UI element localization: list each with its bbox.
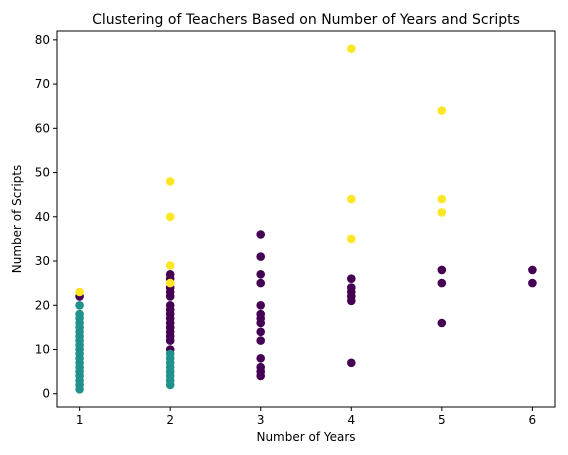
data-point-cluster-2-1 [165, 177, 175, 186]
chart-title: Clustering of Teachers Based on Number o… [92, 12, 520, 28]
x-tick-label: 3 [257, 413, 265, 427]
data-point-cluster-2-8 [437, 106, 447, 115]
x-tick-label: 4 [347, 413, 355, 427]
data-point-cluster-0-29 [256, 371, 266, 381]
x-axis-title: Number of Years [256, 430, 355, 444]
data-point-cluster-0-25 [256, 336, 266, 345]
points-layer [75, 44, 537, 394]
data-point-cluster-0-14 [165, 336, 175, 345]
data-point-cluster-2-3 [165, 261, 175, 270]
data-point-cluster-0-39 [528, 265, 537, 275]
data-point-cluster-0-35 [347, 358, 356, 368]
x-axis-ticks: 1 2 3 4 5 6 [76, 407, 536, 427]
data-point-cluster-2-9 [437, 194, 447, 204]
data-point-cluster-0-36 [437, 265, 447, 275]
y-axis-title: Number of Scripts [10, 165, 24, 273]
y-tick-label: 50 [35, 166, 50, 180]
data-point-cluster-2-0 [75, 287, 84, 297]
data-point-cluster-1-26 [165, 380, 175, 390]
x-tick-label: 2 [166, 413, 174, 427]
x-tick-label: 1 [76, 413, 84, 427]
data-point-cluster-0-23 [256, 318, 266, 328]
data-point-cluster-2-4 [165, 278, 175, 288]
data-point-cluster-1-0 [75, 301, 84, 310]
data-point-cluster-1-18 [75, 385, 84, 394]
plot-frame [56, 30, 556, 408]
data-point-cluster-0-37 [437, 278, 447, 288]
y-tick-label: 20 [35, 298, 50, 312]
data-point-cluster-2-10 [437, 208, 447, 217]
data-point-cluster-0-20 [256, 301, 266, 310]
data-point-cluster-2-7 [347, 234, 356, 244]
data-point-cluster-2-2 [165, 212, 175, 222]
y-tick-label: 70 [35, 77, 50, 91]
data-point-cluster-0-19 [256, 278, 266, 288]
y-tick-label: 30 [35, 254, 50, 268]
data-point-cluster-0-24 [256, 327, 266, 337]
data-point-cluster-0-40 [528, 278, 537, 288]
data-point-cluster-0-18 [256, 270, 266, 279]
x-tick-label: 5 [438, 413, 446, 427]
data-point-cluster-0-17 [256, 252, 266, 261]
data-point-cluster-0-26 [256, 354, 266, 363]
data-point-cluster-0-5 [165, 292, 175, 301]
y-tick-label: 0 [42, 387, 50, 401]
data-point-cluster-0-30 [347, 274, 356, 284]
data-point-cluster-0-16 [256, 230, 266, 239]
data-point-cluster-2-6 [347, 194, 356, 204]
x-tick-label: 6 [529, 413, 537, 427]
y-tick-label: 60 [35, 121, 50, 135]
data-point-cluster-0-38 [437, 318, 447, 328]
data-point-cluster-0-34 [347, 296, 356, 306]
y-tick-label: 40 [35, 210, 50, 224]
y-tick-label: 10 [35, 342, 50, 356]
y-axis-ticks: 0 10 20 30 40 50 60 70 80 [35, 33, 57, 401]
data-point-cluster-2-5 [347, 44, 356, 53]
y-tick-label: 80 [35, 33, 50, 47]
